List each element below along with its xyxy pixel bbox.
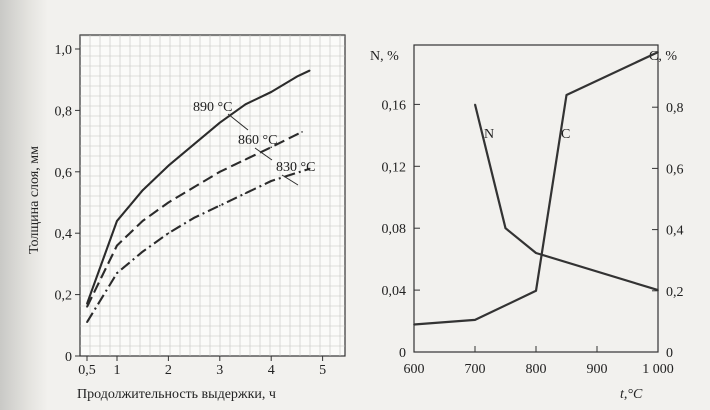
data-point [296,75,298,78]
data-point [244,103,247,106]
series-label: 890 °C [193,100,232,115]
series-label: 830 °C [276,160,315,175]
series-label-leader [254,147,273,161]
left-x-tick-label: 4 [268,363,275,378]
left-y-tick-label: 0,4 [55,227,73,242]
data-point [565,94,568,96]
left-y-axis-label: Толщина слоя, мм [27,146,42,254]
data-point [308,167,311,170]
data-point [193,143,195,145]
data-point [657,51,659,53]
right-left-y-tick-label: 0,16 [382,98,407,113]
data-point [535,290,537,292]
data-point [167,201,170,204]
right-right-y-tick-label: 0,8 [666,101,684,116]
data-point [219,121,221,124]
right-x-axis-label: t,°C [620,387,643,402]
right-x-tick-label: 600 [404,362,425,377]
series-label-n: N [484,127,494,142]
data-point [535,252,537,254]
series-line-890c [86,69,311,305]
left-x-tick-label: 0,5 [78,363,96,378]
left-y-tick-label: 0 [65,350,72,365]
page-edge-shadow [0,0,48,410]
right-right-y-tick-label: 0,4 [666,224,684,239]
data-point [193,217,195,219]
right-left-y-tick-label: 0,08 [382,222,407,237]
data-point [193,186,195,188]
right-right-y-tick-label: 0,6 [666,162,684,177]
data-point [244,158,247,161]
data-point [474,319,476,321]
layer-thickness-chart: Толщина слоя, мм Продолжительность выдер… [27,34,346,402]
data-point [270,146,273,149]
data-point [413,323,415,326]
data-point [86,321,88,324]
series-label: 860 °C [238,133,277,148]
data-point [657,289,659,291]
left-x-tick-label: 5 [319,363,326,378]
right-left-y-tick-label: 0,04 [382,284,407,299]
right-x-tick-label: 1 000 [642,362,674,377]
data-point [116,220,118,222]
data-point [167,232,170,234]
left-x-tick-label: 3 [216,363,223,378]
right-x-tick-label: 900 [587,362,608,377]
data-point [301,131,303,133]
data-point [270,180,273,182]
data-point [141,189,144,192]
data-point [141,250,144,253]
right-right-y-tick-label: 0,2 [666,285,684,300]
left-y-tick-label: 0,2 [55,289,73,304]
series-line-c [413,51,659,326]
left-y-tick-label: 0,8 [55,104,73,119]
left-x-tick-label: 2 [165,363,172,378]
right-right-y-tick-label: 0 [666,346,673,361]
series-label-c: C [561,127,570,142]
right-x-tick-label: 800 [526,362,547,377]
right-right-axis-label: C, % [649,49,677,64]
left-x-axis-label: Продолжительность выдержки, ч [77,387,276,402]
data-point [141,220,144,222]
data-point [219,204,221,207]
data-point [504,227,507,229]
left-y-tick-label: 1,0 [55,43,73,58]
right-x-tick-label: 700 [465,362,486,377]
data-point [116,272,118,274]
data-point [244,192,247,195]
left-x-tick-label: 1 [114,363,121,378]
data-point [167,164,170,167]
data-point [219,171,221,173]
left-y-tick-label: 0,6 [55,166,73,181]
right-plot-frame [413,44,659,353]
right-left-y-tick-label: 0 [399,346,406,361]
data-point [86,306,88,308]
data-point [270,91,273,93]
left-plot-frame [79,34,346,357]
series-label-leader [281,174,299,186]
data-point [116,244,118,247]
data-point [308,69,311,72]
data-point [474,103,476,106]
series-label-leader [227,113,249,131]
right-left-y-tick-label: 0,12 [382,160,407,175]
right-left-axis-label: N, % [370,49,399,64]
series-line-n [473,104,659,292]
